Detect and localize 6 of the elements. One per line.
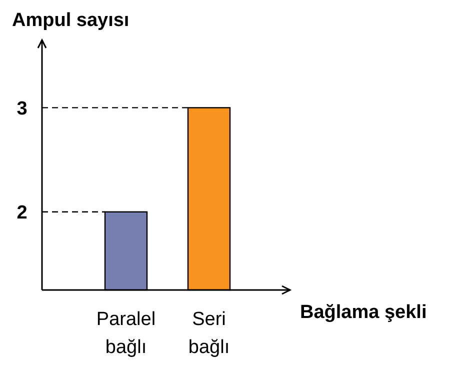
y-axis-title: Ampul sayısı — [12, 10, 130, 31]
x-tick-label: Seri bağlı — [188, 309, 230, 358]
x-axis-title: Bağlama şekli — [300, 302, 427, 323]
y-tick-label: 2 — [16, 202, 28, 224]
y-tick-label: 3 — [16, 98, 28, 120]
x-tick-label: Paralel bağlı — [96, 309, 156, 358]
